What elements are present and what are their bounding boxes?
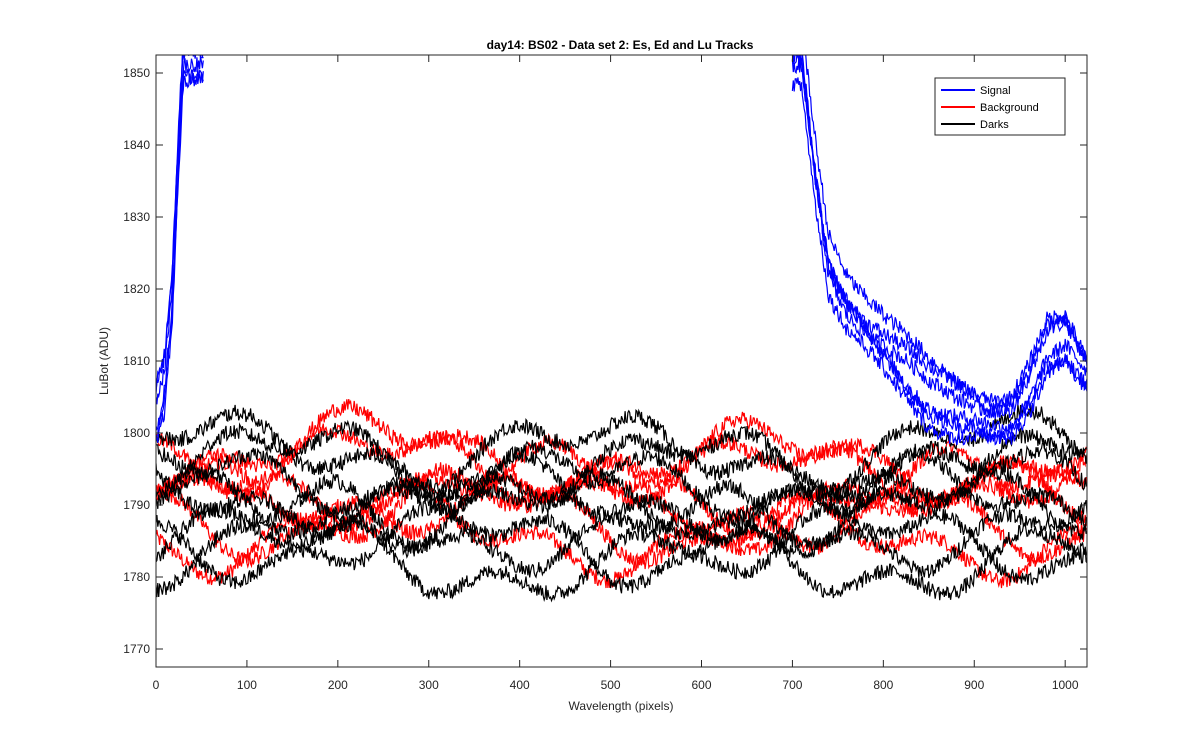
series-line-darks <box>156 516 1087 603</box>
y-tick-label: 1770 <box>123 642 150 656</box>
series-line-darks <box>156 465 1087 560</box>
y-tick-label: 1810 <box>123 354 150 368</box>
y-axis-title: LuBot (ADU) <box>97 327 111 395</box>
x-axis-title: Wavelength (pixels) <box>569 699 674 713</box>
series-line-signal <box>156 55 1087 419</box>
chart-title: day14: BS02 - Data set 2: Es, Ed and Lu … <box>487 38 754 52</box>
legend: Signal Background Darks <box>934 77 1066 136</box>
x-tick-label: 0 <box>153 678 160 692</box>
series-line-background <box>156 423 1087 519</box>
series-layer <box>156 55 1087 603</box>
x-tick-label: 400 <box>510 678 530 692</box>
ticks-layer: 0 100 200 300 400 500 600 700 800 900 1000 1770 1780… <box>123 55 1087 692</box>
series-line-darks <box>156 446 1087 547</box>
series-line-darks <box>156 439 1087 522</box>
series-line-darks <box>156 404 1087 496</box>
x-tick-label: 700 <box>782 678 802 692</box>
series-line-darks <box>156 473 1087 579</box>
series-line-background <box>156 432 1087 544</box>
y-tick-label: 1790 <box>123 498 150 512</box>
x-tick-label: 100 <box>237 678 257 692</box>
legend-label-background: Background <box>980 102 1039 114</box>
x-tick-label: 500 <box>601 678 621 692</box>
x-tick-label: 200 <box>328 678 348 692</box>
series-line-signal <box>156 55 1087 435</box>
x-tick-label: 800 <box>873 678 893 692</box>
x-tick-label: 600 <box>691 678 711 692</box>
legend-label-signal: Signal <box>980 85 1011 97</box>
y-tick-label: 1830 <box>123 210 150 224</box>
legend-label-darks: Darks <box>980 119 1009 131</box>
x-tick-label: 300 <box>419 678 439 692</box>
x-tick-label: 1000 <box>1052 678 1079 692</box>
x-tick-label: 900 <box>964 678 984 692</box>
y-tick-label: 1850 <box>123 66 150 80</box>
series-line-darks <box>156 419 1087 507</box>
y-tick-label: 1800 <box>123 426 150 440</box>
y-tick-label: 1840 <box>123 138 150 152</box>
series-line-darks <box>156 500 1087 594</box>
series-line-signal <box>156 69 1087 446</box>
y-tick-label: 1820 <box>123 282 150 296</box>
y-tick-label: 1780 <box>123 570 150 584</box>
